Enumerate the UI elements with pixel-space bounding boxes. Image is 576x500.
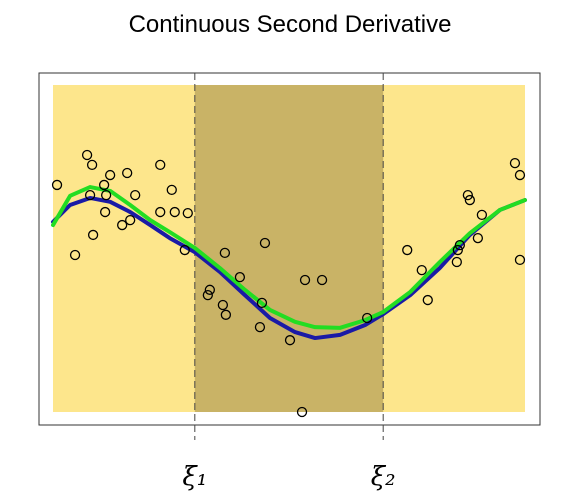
data-point xyxy=(182,207,193,219)
data-point xyxy=(259,237,271,249)
data-point xyxy=(452,244,463,256)
data-point xyxy=(514,169,526,181)
data-point xyxy=(130,189,141,201)
data-point xyxy=(451,256,462,268)
data-point xyxy=(256,297,268,309)
data-point xyxy=(87,229,99,241)
data-point xyxy=(220,309,232,320)
data-point xyxy=(84,189,96,201)
data-point xyxy=(254,321,266,333)
data-point xyxy=(454,239,465,251)
data-point xyxy=(104,169,116,181)
data-point xyxy=(99,206,111,218)
fit-curve xyxy=(51,185,527,330)
data-point xyxy=(100,189,112,201)
data-point xyxy=(217,299,229,311)
data-point xyxy=(122,167,133,179)
data-point xyxy=(204,284,215,295)
data-point xyxy=(51,179,63,191)
data-point xyxy=(169,206,180,218)
data-point xyxy=(219,247,231,259)
data-point xyxy=(202,289,213,301)
data-point xyxy=(155,206,166,218)
data-point xyxy=(86,159,98,171)
data-point xyxy=(514,254,526,266)
x-tick-label: ξ₂ xyxy=(371,462,396,492)
data-point xyxy=(422,294,433,306)
data-point xyxy=(117,219,128,231)
data-point xyxy=(299,274,311,286)
data-point xyxy=(416,264,427,276)
data-point xyxy=(362,312,373,324)
data-point xyxy=(125,214,136,226)
fit-curve xyxy=(51,195,527,341)
data-point xyxy=(166,184,177,196)
data-point xyxy=(234,272,246,283)
data-point xyxy=(284,335,296,346)
data-point xyxy=(81,149,93,161)
data-point xyxy=(155,159,166,171)
data-point xyxy=(472,232,484,244)
x-tick-label: ξ₁ xyxy=(182,462,207,492)
data-point xyxy=(402,244,413,256)
data-point xyxy=(476,209,488,221)
data-point xyxy=(509,157,521,169)
data-point xyxy=(179,244,190,256)
data-point xyxy=(69,249,81,261)
data-point xyxy=(296,406,308,418)
data-point xyxy=(98,179,110,191)
chart-title: Continuous Second Derivative xyxy=(129,11,452,38)
data-point xyxy=(464,194,476,206)
data-point xyxy=(462,189,474,201)
data-point xyxy=(316,274,328,286)
